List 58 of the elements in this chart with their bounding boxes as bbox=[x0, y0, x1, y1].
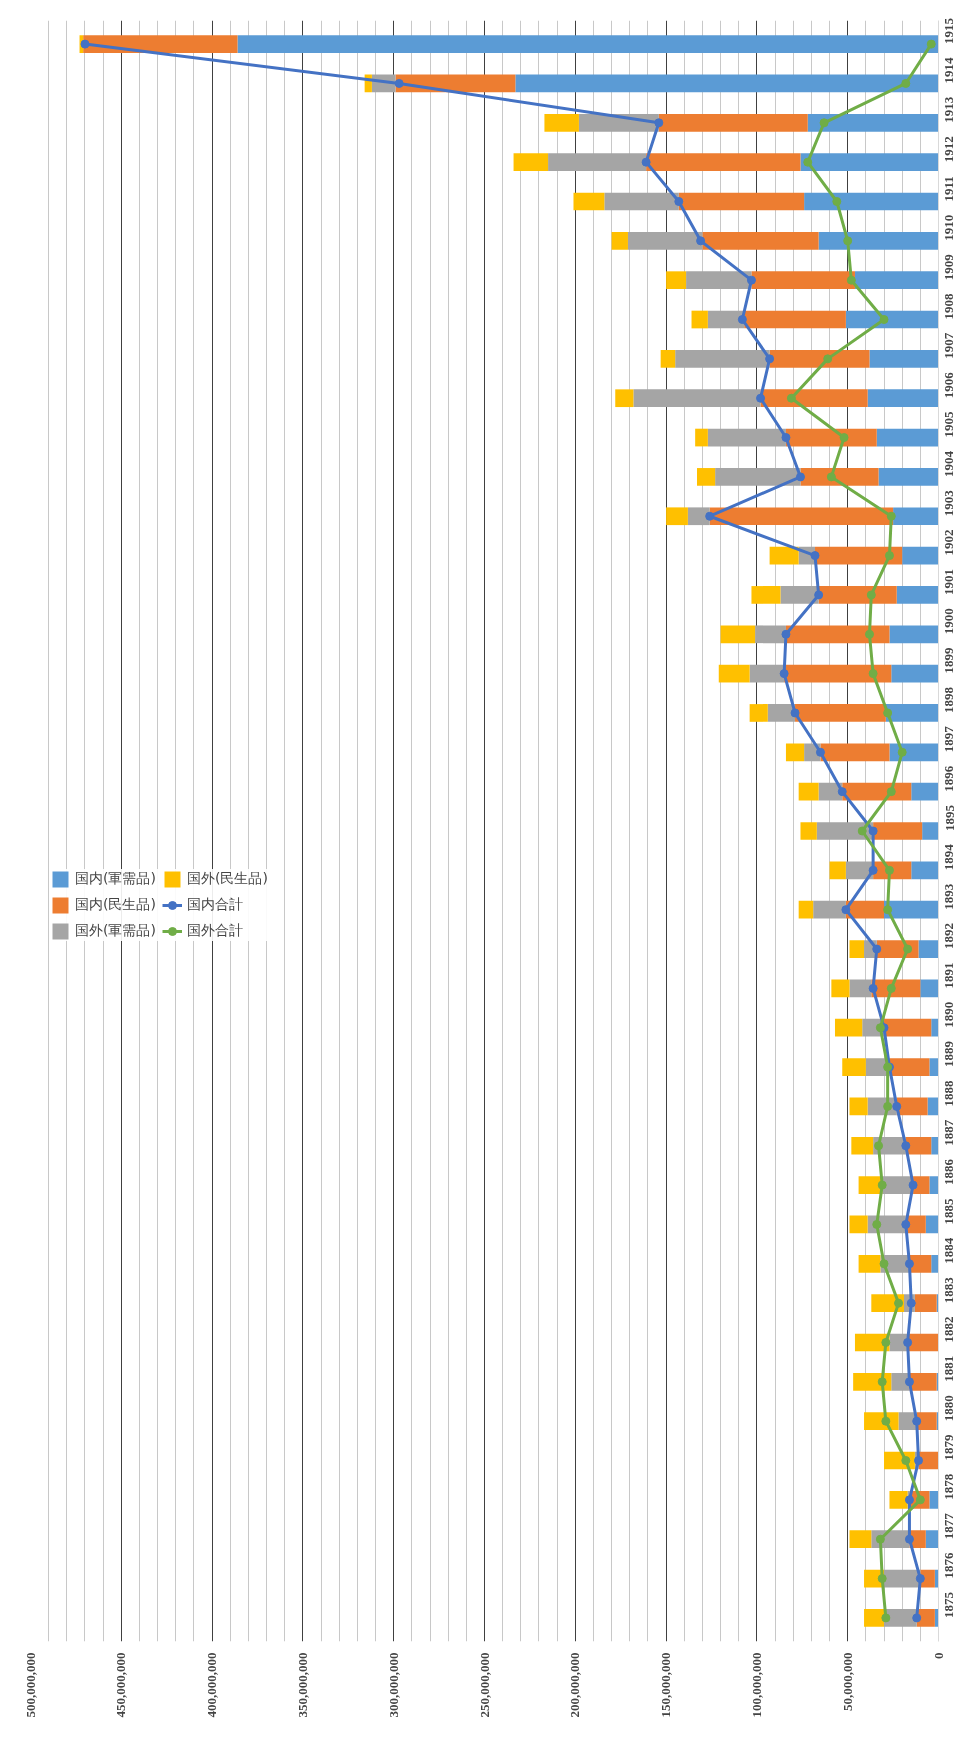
y-tick-label: 1889 bbox=[941, 1040, 957, 1068]
y-tick-label: 1905 bbox=[941, 411, 957, 438]
y-tick-label: 1909 bbox=[941, 253, 957, 281]
x-tick-label: 0 bbox=[930, 1652, 946, 1659]
y-tick-label: 1899 bbox=[941, 647, 957, 674]
y-tick-label: 1885 bbox=[941, 1197, 957, 1225]
y-tick-label: 1894 bbox=[941, 843, 957, 871]
y-tick-label: 1879 bbox=[941, 1434, 957, 1461]
x-tick-label: 100,000,000 bbox=[748, 1652, 764, 1718]
y-tick-label: 1875 bbox=[941, 1591, 957, 1618]
y-tick-label: 1898 bbox=[941, 686, 957, 713]
y-tick-label: 1884 bbox=[941, 1237, 957, 1264]
y-tick-label: 1892 bbox=[941, 923, 957, 950]
y-tick-label: 1897 bbox=[941, 725, 957, 753]
y-tick-label: 1896 bbox=[941, 765, 957, 792]
y-tick-label: 1902 bbox=[941, 529, 957, 556]
y-tick-label: 1914 bbox=[941, 56, 957, 84]
y-tick-label: 1912 bbox=[941, 136, 957, 163]
y-tick-label: 1880 bbox=[941, 1395, 957, 1422]
x-tick-label: 450,000,000 bbox=[113, 1652, 129, 1718]
x-tick-label: 50,000,000 bbox=[839, 1652, 855, 1711]
x-tick-label: 350,000,000 bbox=[294, 1652, 310, 1718]
y-tick-label: 1893 bbox=[941, 883, 957, 910]
y-tick-label: 1877 bbox=[941, 1512, 957, 1540]
x-tick-label: 200,000,000 bbox=[567, 1652, 583, 1718]
y-tick-label: 1903 bbox=[941, 489, 957, 517]
x-tick-label: 300,000,000 bbox=[385, 1652, 401, 1718]
legend-label: 国外(軍需品) bbox=[75, 922, 156, 940]
y-tick-label: 1891 bbox=[941, 962, 957, 989]
x-tick-label: 150,000,000 bbox=[658, 1652, 674, 1718]
y-tick-label: 1906 bbox=[941, 371, 957, 399]
legend-label: 国内(民生品) bbox=[75, 896, 156, 914]
y-tick-label: 1888 bbox=[941, 1079, 957, 1107]
x-tick-label: 250,000,000 bbox=[476, 1652, 492, 1718]
y-tick-label: 1904 bbox=[941, 450, 957, 477]
x-tick-label: 400,000,000 bbox=[204, 1652, 220, 1718]
y-tick-label: 1900 bbox=[941, 608, 957, 635]
y-tick-label: 1886 bbox=[941, 1158, 957, 1186]
y-tick-label: 1913 bbox=[941, 96, 957, 123]
y-tick-label: 1911 bbox=[941, 176, 957, 202]
y-tick-label: 1901 bbox=[941, 568, 957, 595]
y-tick-label: 1895 bbox=[941, 804, 957, 831]
y-tick-label: 1890 bbox=[941, 1001, 957, 1028]
y-tick-label: 1882 bbox=[941, 1316, 957, 1343]
y-tick-label: 1907 bbox=[941, 332, 957, 359]
legend-label: 国内合計 bbox=[186, 896, 243, 914]
x-tick-label: 500,000,000 bbox=[22, 1652, 38, 1718]
legend-label: 国内(軍需品) bbox=[75, 870, 156, 888]
y-tick-label: 1878 bbox=[941, 1473, 957, 1500]
y-tick-label: 1881 bbox=[941, 1355, 957, 1382]
legend-label: 国外合計 bbox=[186, 922, 243, 940]
y-tick-label: 1883 bbox=[941, 1276, 957, 1304]
y-tick-label: 1915 bbox=[941, 17, 957, 45]
y-tick-label: 1910 bbox=[941, 214, 957, 241]
y-tick-label: 1876 bbox=[941, 1552, 957, 1579]
y-tick-label: 1887 bbox=[941, 1119, 957, 1146]
y-tick-label: 1908 bbox=[941, 293, 957, 320]
legend-label: 国外(民生品) bbox=[186, 870, 268, 888]
